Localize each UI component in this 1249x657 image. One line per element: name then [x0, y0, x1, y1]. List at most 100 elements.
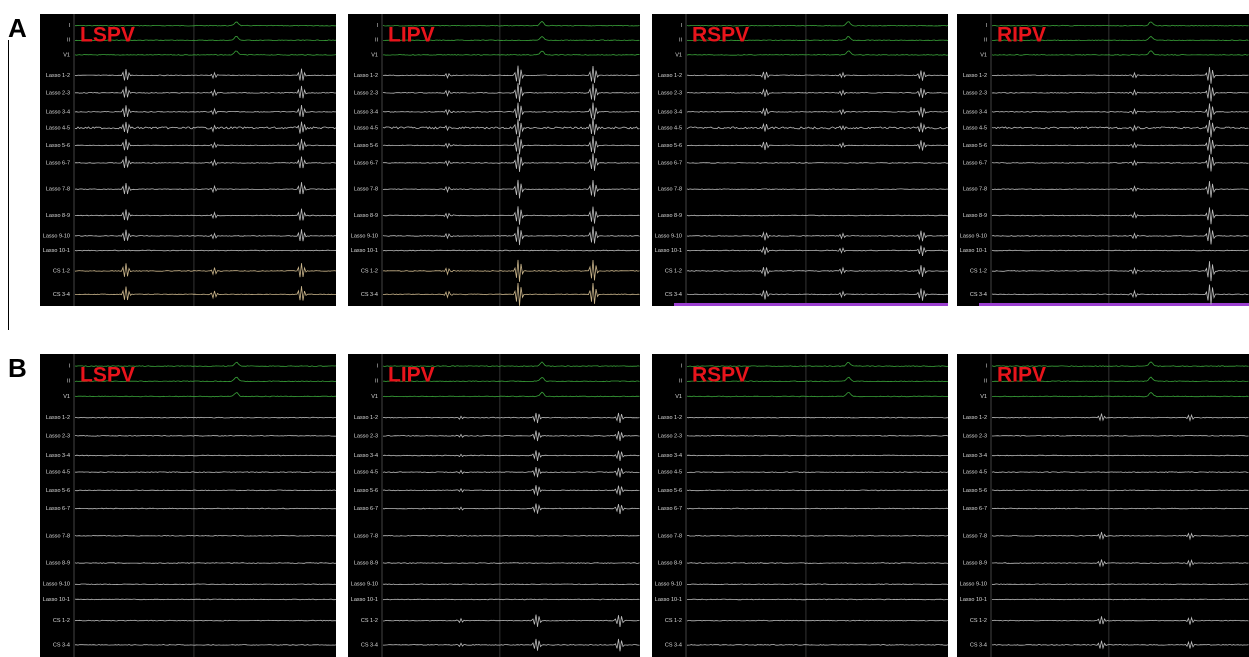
channel-label: Lasso 1-2	[658, 73, 682, 79]
channel-label: Lasso 5-6	[354, 143, 378, 149]
channel-label: V1	[63, 52, 70, 58]
channel-label: Lasso 3-4	[658, 109, 682, 115]
channel-label: Lasso 10-1	[655, 248, 682, 254]
channel-label: Lasso 6-7	[658, 160, 682, 166]
channel-label: Lasso 7-8	[963, 187, 987, 193]
channel-label: Lasso 4-5	[354, 470, 378, 476]
channel-label: Lasso 6-7	[354, 506, 378, 512]
panel-background	[957, 14, 1249, 306]
channel-label: Lasso 2-3	[46, 90, 70, 96]
ecg-trace	[687, 472, 948, 473]
channel-label: Lasso 7-8	[963, 533, 987, 539]
channel-label: Lasso 7-8	[658, 533, 682, 539]
channel-label: Lasso 2-3	[658, 90, 682, 96]
ecg-panel: IIIV1Lasso 1-2Lasso 2-3Lasso 3-4Lasso 4-…	[957, 14, 1249, 306]
channel-label: Lasso 8-9	[963, 213, 987, 219]
ecg-trace	[383, 599, 640, 600]
channel-label: Lasso 2-3	[354, 90, 378, 96]
figure: A IIIV1Lasso 1-2Lasso 2-3Lasso 3-4Lasso 4…	[0, 0, 1249, 657]
channel-label: CS 1-2	[53, 618, 70, 624]
status-bar	[979, 303, 1249, 306]
channel-label: Lasso 1-2	[46, 415, 70, 421]
ecg-trace	[75, 620, 336, 621]
channel-label: Lasso 8-9	[354, 561, 378, 567]
channel-label: Lasso 8-9	[658, 561, 682, 567]
channel-label: CS 3-4	[665, 292, 682, 298]
channel-label: CS 1-2	[970, 268, 987, 274]
channel-label: CS 1-2	[53, 268, 70, 274]
channel-label: Lasso 10-1	[960, 597, 987, 603]
channel-label: V1	[371, 52, 378, 58]
panel-label: LSPV	[80, 24, 135, 47]
channel-label: Lasso 5-6	[46, 488, 70, 494]
channel-label: CS 3-4	[53, 292, 70, 298]
channel-label: Lasso 6-7	[658, 506, 682, 512]
ecg-panel: IIIV1Lasso 1-2Lasso 2-3Lasso 3-4Lasso 4-…	[652, 354, 948, 657]
channel-label: Lasso 3-4	[963, 453, 987, 459]
channel-label: Lasso 4-5	[46, 125, 70, 131]
channel-label: Lasso 8-9	[46, 213, 70, 219]
channel-label: Lasso 5-6	[46, 143, 70, 149]
channel-label: Lasso 4-5	[354, 125, 378, 131]
channel-label: Lasso 2-3	[46, 433, 70, 439]
channel-label: CS 1-2	[361, 618, 378, 624]
panel-label: RSPV	[692, 364, 749, 387]
channel-label: Lasso 4-5	[963, 125, 987, 131]
channel-label: Lasso 5-6	[354, 488, 378, 494]
row-label: B	[8, 353, 27, 383]
ecg-trace	[75, 436, 336, 437]
channel-label: Lasso 3-4	[46, 109, 70, 115]
row-label: A	[8, 13, 27, 43]
channel-label: Lasso 4-5	[658, 125, 682, 131]
channel-label: V1	[371, 394, 378, 400]
channel-label: II	[375, 38, 379, 44]
channel-label: Lasso 9-10	[960, 233, 987, 239]
panel-background	[652, 14, 948, 306]
channel-label: Lasso 8-9	[354, 213, 378, 219]
panel-label: LIPV	[388, 364, 435, 387]
panel-background	[40, 354, 336, 657]
ecg-trace	[687, 189, 948, 190]
channel-label: V1	[675, 394, 682, 400]
channel-label: II	[67, 38, 71, 44]
channel-label: II	[375, 379, 379, 385]
channel-label: Lasso 9-10	[655, 233, 682, 239]
ecg-panel: IIIV1Lasso 1-2Lasso 2-3Lasso 3-4Lasso 4-…	[348, 354, 640, 657]
channel-label: Lasso 7-8	[354, 187, 378, 193]
channel-label: Lasso 10-1	[43, 248, 70, 254]
panel-label: RIPV	[997, 364, 1046, 387]
channel-label: Lasso 6-7	[963, 506, 987, 512]
channel-label: Lasso 1-2	[46, 73, 70, 79]
channel-label: Lasso 10-1	[351, 597, 378, 603]
channel-label: V1	[980, 394, 987, 400]
channel-label: CS 1-2	[665, 618, 682, 624]
channel-label: Lasso 6-7	[46, 506, 70, 512]
channel-label: CS 3-4	[970, 292, 987, 298]
channel-label: Lasso 9-10	[655, 582, 682, 588]
channel-label: Lasso 3-4	[354, 453, 378, 459]
panel-label: RSPV	[692, 24, 749, 47]
channel-label: Lasso 4-5	[658, 470, 682, 476]
ecg-panel: IIIV1Lasso 1-2Lasso 2-3Lasso 3-4Lasso 4-…	[652, 14, 948, 306]
channel-label: Lasso 9-10	[43, 233, 70, 239]
channel-label: Lasso 10-1	[351, 248, 378, 254]
channel-label: Lasso 4-5	[46, 470, 70, 476]
channel-label: II	[67, 379, 71, 385]
ecg-panel: IIIV1Lasso 1-2Lasso 2-3Lasso 3-4Lasso 4-…	[957, 354, 1249, 657]
channel-label: Lasso 5-6	[963, 488, 987, 494]
channel-label: Lasso 6-7	[354, 160, 378, 166]
channel-label: Lasso 9-10	[43, 582, 70, 588]
channel-label: Lasso 4-5	[963, 470, 987, 476]
channel-label: Lasso 3-4	[46, 453, 70, 459]
channel-label: Lasso 9-10	[351, 233, 378, 239]
channel-label: Lasso 8-9	[963, 561, 987, 567]
panel-label: RIPV	[997, 24, 1046, 47]
channel-label: CS 3-4	[665, 642, 682, 648]
channel-label: CS 3-4	[970, 642, 987, 648]
channel-label: Lasso 7-8	[46, 533, 70, 539]
channel-label: Lasso 2-3	[658, 433, 682, 439]
ecg-trace	[383, 536, 640, 537]
